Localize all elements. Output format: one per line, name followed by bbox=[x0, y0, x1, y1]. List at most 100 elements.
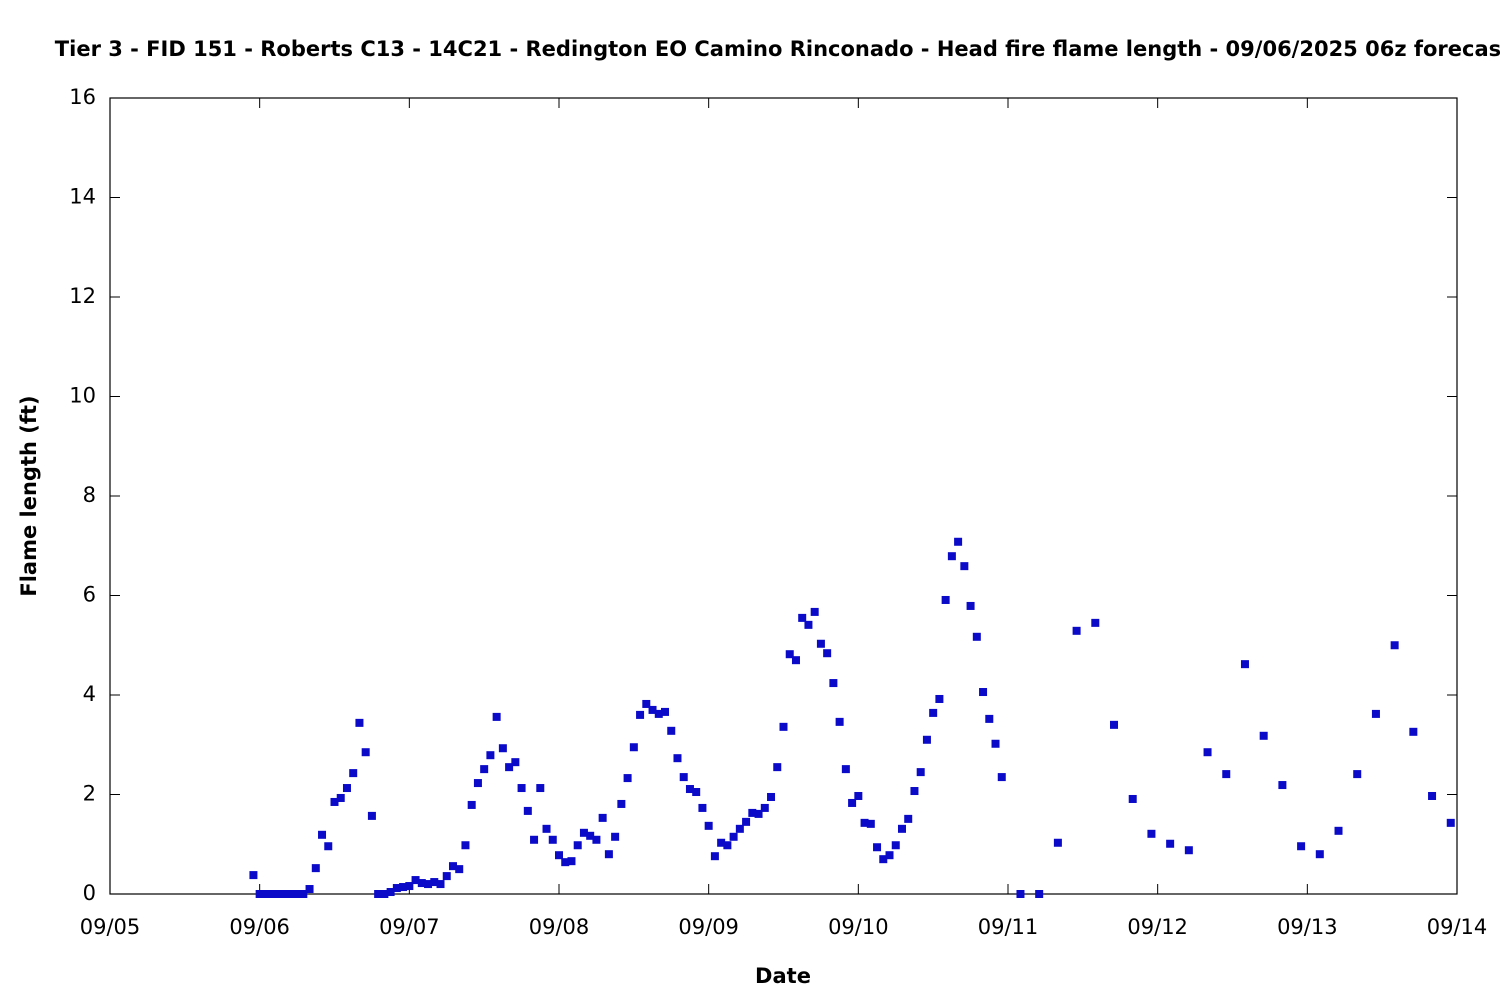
point bbox=[1446, 818, 1455, 827]
point bbox=[972, 632, 981, 641]
point bbox=[816, 639, 825, 648]
y-tick-label: 4 bbox=[83, 682, 96, 706]
point bbox=[293, 890, 302, 898]
point bbox=[841, 765, 850, 774]
point bbox=[330, 797, 339, 806]
point bbox=[286, 890, 295, 898]
point bbox=[305, 885, 314, 894]
point bbox=[723, 841, 732, 850]
point bbox=[629, 743, 638, 752]
point bbox=[280, 890, 289, 898]
point bbox=[798, 613, 807, 622]
point bbox=[318, 830, 327, 839]
point bbox=[324, 842, 333, 851]
point bbox=[567, 857, 576, 866]
point bbox=[467, 800, 476, 809]
point bbox=[966, 601, 975, 610]
y-tick-label: 16 bbox=[69, 85, 96, 109]
point bbox=[860, 818, 869, 827]
chart-title: Tier 3 - FID 151 - Roberts C13 - 14C21 -… bbox=[55, 37, 1500, 61]
point bbox=[979, 688, 988, 697]
point bbox=[1091, 618, 1100, 627]
point bbox=[717, 838, 726, 847]
y-tick-label: 10 bbox=[69, 384, 96, 408]
y-tick-label: 0 bbox=[83, 881, 96, 905]
point bbox=[991, 739, 1000, 748]
point bbox=[904, 814, 913, 823]
point bbox=[760, 803, 769, 812]
point bbox=[673, 754, 682, 763]
point bbox=[455, 865, 464, 874]
point bbox=[779, 722, 788, 731]
point bbox=[692, 788, 701, 797]
point bbox=[461, 841, 470, 850]
point bbox=[735, 824, 744, 833]
y-tick-label: 12 bbox=[69, 284, 96, 308]
point bbox=[417, 879, 426, 888]
point bbox=[679, 773, 688, 782]
point bbox=[698, 803, 707, 812]
point bbox=[1053, 838, 1062, 847]
point bbox=[810, 607, 819, 616]
x-tick-label: 09/13 bbox=[1277, 915, 1338, 939]
point bbox=[586, 831, 595, 840]
point bbox=[729, 832, 738, 841]
point bbox=[1222, 770, 1231, 779]
point bbox=[442, 872, 451, 881]
point bbox=[910, 787, 919, 796]
point bbox=[436, 880, 445, 889]
x-tick-label: 09/06 bbox=[229, 915, 290, 939]
point bbox=[1166, 839, 1175, 848]
point bbox=[480, 765, 489, 774]
point bbox=[411, 876, 420, 885]
point bbox=[523, 806, 532, 815]
x-tick-label: 09/11 bbox=[978, 915, 1039, 939]
point bbox=[255, 890, 264, 898]
point bbox=[1278, 781, 1287, 790]
point bbox=[897, 824, 906, 833]
point bbox=[311, 864, 320, 873]
point bbox=[785, 650, 794, 659]
point bbox=[791, 656, 800, 665]
point bbox=[879, 855, 888, 864]
y-tick-label: 8 bbox=[83, 483, 96, 507]
point bbox=[935, 694, 944, 703]
point bbox=[611, 832, 620, 841]
point bbox=[1297, 842, 1306, 851]
point bbox=[1409, 727, 1418, 736]
point bbox=[1390, 641, 1399, 650]
point bbox=[661, 707, 670, 716]
point bbox=[997, 773, 1006, 782]
point bbox=[249, 871, 258, 880]
point bbox=[367, 811, 376, 820]
point bbox=[1353, 770, 1362, 779]
x-tick-label: 09/09 bbox=[678, 915, 739, 939]
point bbox=[941, 595, 950, 604]
point bbox=[916, 768, 925, 777]
point bbox=[1315, 850, 1324, 859]
point bbox=[561, 858, 570, 867]
point bbox=[1072, 626, 1081, 635]
y-tick-label: 2 bbox=[83, 782, 96, 806]
point bbox=[754, 809, 763, 818]
point bbox=[430, 878, 439, 887]
point bbox=[604, 850, 613, 859]
point bbox=[355, 718, 364, 727]
x-axis-label: Date bbox=[755, 964, 811, 988]
point bbox=[342, 784, 351, 793]
point bbox=[804, 620, 813, 629]
plot-frame bbox=[109, 97, 1458, 895]
point bbox=[448, 862, 457, 871]
point bbox=[685, 785, 694, 794]
point bbox=[361, 748, 370, 757]
point bbox=[1184, 846, 1193, 855]
x-tick-label: 09/10 bbox=[828, 915, 889, 939]
point bbox=[1259, 731, 1268, 740]
x-tick-label: 09/12 bbox=[1127, 915, 1188, 939]
point bbox=[1334, 826, 1343, 835]
point bbox=[1371, 709, 1380, 718]
point bbox=[1428, 791, 1437, 800]
point bbox=[954, 537, 963, 546]
point bbox=[773, 763, 782, 772]
point bbox=[542, 824, 551, 833]
